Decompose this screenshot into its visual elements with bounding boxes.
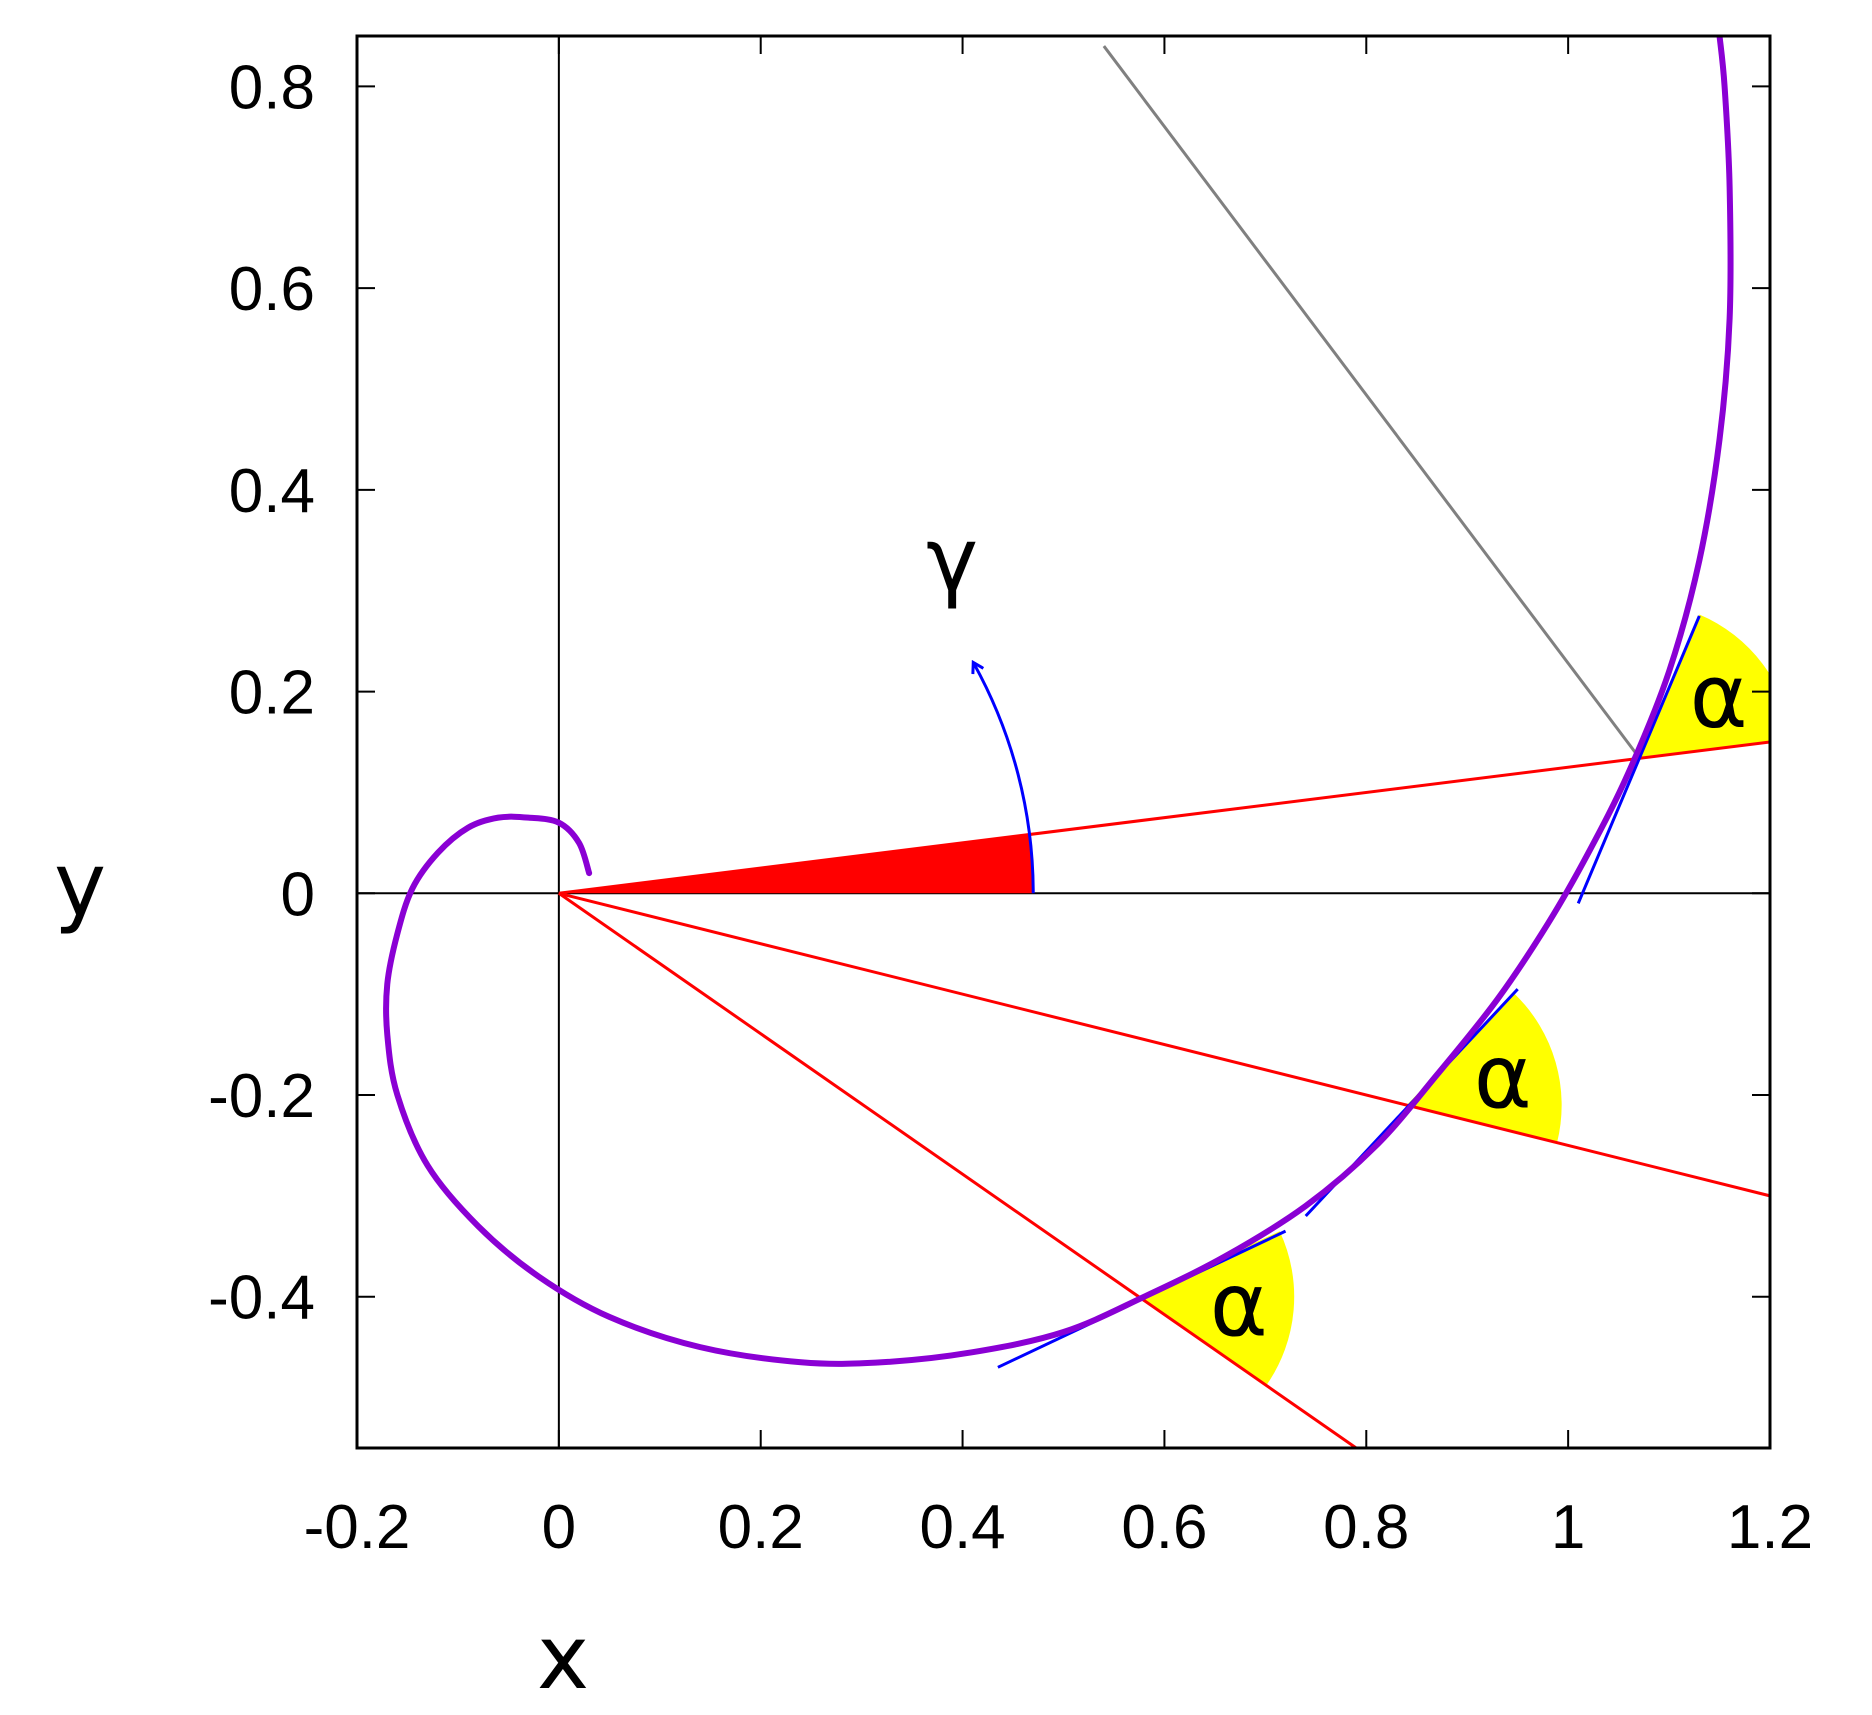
gamma-arc-arrow [974,663,1035,894]
plot-frame [355,34,1772,1450]
x-tick-label: -0.2 [304,1493,411,1562]
x-tick-label: 0.6 [1121,1493,1207,1562]
radial-ray [558,892,1358,1448]
logarithmic-spiral-curve [383,36,1734,1367]
x-axis-title: x [537,1606,589,1709]
y-axis-title: y [54,833,106,936]
y-tick-label: 0.4 [229,457,315,526]
y-tick-labels: 0.8 0.6 0.4 0.2 0 -0.2 -0.4 [208,53,315,1332]
x-tick-label: 0.2 [718,1493,804,1562]
alpha-sector [1638,614,1770,758]
x-tick-label: 0 [542,1493,576,1562]
x-tick-label: 0.8 [1323,1493,1409,1562]
x-tick-labels: -0.2 0 0.2 0.4 0.6 0.8 1 1.2 [304,1493,1814,1562]
y-tick-label: -0.2 [208,1062,315,1131]
y-tick-label: 0.2 [229,659,315,728]
alpha-sector [1139,1231,1295,1386]
alpha-angle-sectors [1139,614,1770,1386]
gamma-label: γ [926,508,978,611]
x-tick-label: 1 [1551,1493,1585,1562]
alpha-label: α [1210,1253,1268,1356]
tangent-line [1576,615,1701,904]
x-tick-label: 1.2 [1727,1493,1813,1562]
radial-ray [558,740,1770,895]
radial-rays [558,740,1770,1448]
y-tick-label: -0.4 [208,1264,315,1333]
normal-line [1102,45,1640,759]
alpha-label: α [1474,1026,1532,1129]
y-tick-label: 0.6 [229,255,315,324]
y-tick-label: 0 [281,860,315,929]
plot-area [357,36,1770,1448]
y-tick-label: 0.8 [229,53,315,122]
tangent-lines [997,615,1701,1369]
alpha-sector [1406,993,1562,1143]
x-tick-label: 0.4 [919,1493,1005,1562]
radial-ray [558,891,1770,1198]
tick-marks [356,36,1771,1448]
alpha-label: α [1690,645,1748,748]
alpha-labels: α α α [1210,645,1748,1356]
